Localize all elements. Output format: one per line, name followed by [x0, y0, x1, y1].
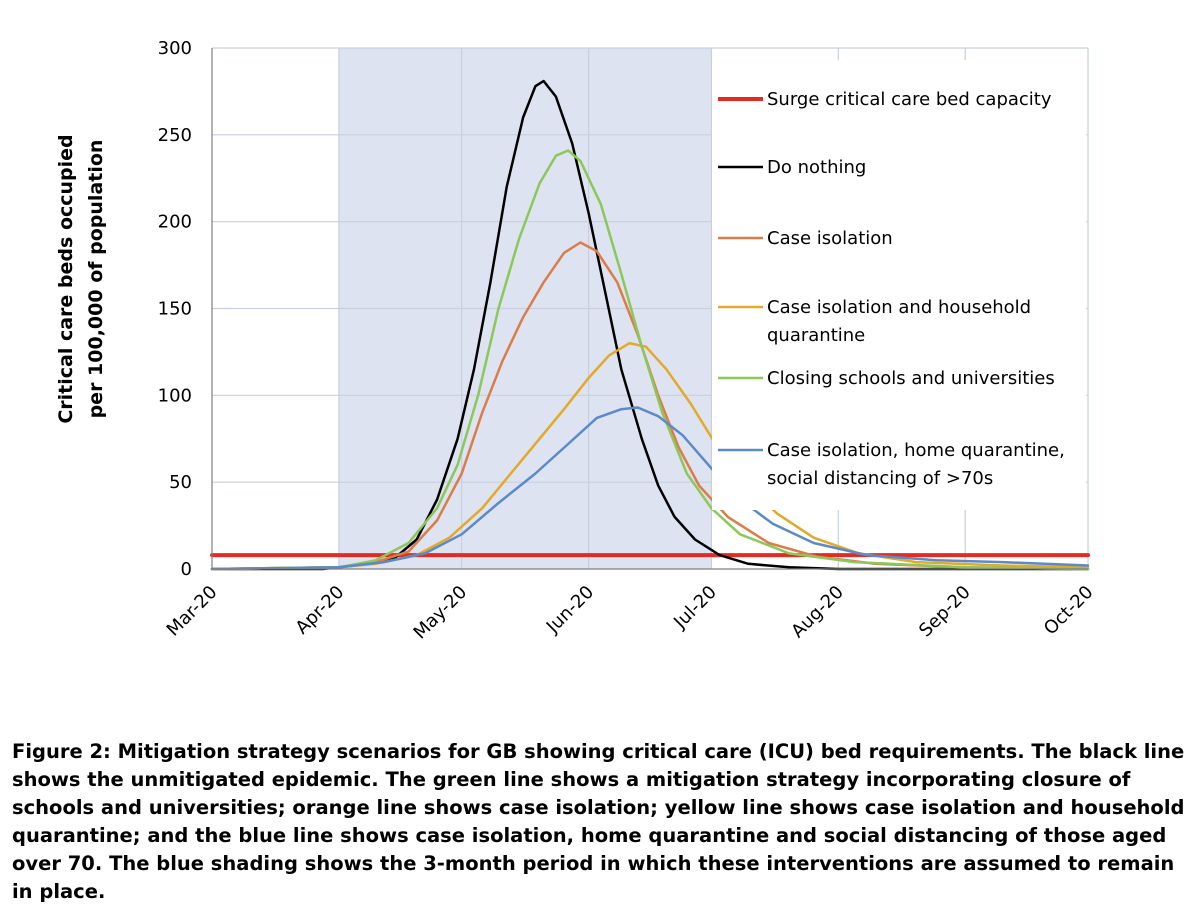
y-tick-label: 200	[158, 212, 192, 233]
series-line-6	[210, 406, 1090, 571]
y-tick-label: 50	[169, 472, 192, 493]
legend-label: quarantine	[767, 325, 865, 346]
y-axis-label: Critical care beds occupied per 100,000 …	[55, 134, 107, 423]
legend-label: Surge critical care bed capacity	[767, 89, 1052, 110]
x-tick-label: Sep-20	[915, 582, 975, 642]
legend: Surge critical care bed capacity Do nothi…	[712, 60, 1086, 510]
legend-label: Case isolation and household	[767, 297, 1031, 318]
series-lines	[210, 79, 1090, 571]
y-tick-label: 150	[158, 299, 192, 320]
series-line-2	[210, 79, 1090, 571]
x-tick-label: Aug-20	[787, 582, 847, 642]
y-axis-label-line2: per 100,000 of population	[85, 140, 107, 419]
series-line-4	[210, 341, 1090, 571]
x-tick-label: Jun-20	[542, 582, 598, 638]
series-line-3	[210, 241, 1090, 571]
icu-beds-chart: 0 50 100 150 200 250 300 Mar-20 Apr-20 May-20 Jun-…	[55, 38, 1098, 644]
legend-label: Closing schools and universities	[767, 368, 1055, 389]
x-tick-label: Apr-20	[292, 582, 349, 639]
x-tick-label: Oct-20	[1040, 582, 1098, 640]
x-tick-label: Mar-20	[163, 582, 222, 641]
legend-label: Do nothing	[767, 157, 866, 178]
figure-caption: Figure 2: Mitigation strategy scenarios …	[12, 738, 1192, 906]
series-line-5	[210, 149, 1090, 571]
legend-label: Case isolation, home quarantine,	[767, 440, 1065, 461]
y-tick-label: 250	[158, 125, 192, 146]
legend-label: Case isolation	[767, 228, 893, 249]
y-tick-label: 0	[181, 559, 192, 580]
x-tick-label: Jul-20	[669, 582, 721, 634]
x-tick-label: May-20	[410, 582, 472, 644]
legend-box	[712, 60, 1086, 510]
legend-label: social distancing of >70s	[767, 468, 993, 489]
y-tick-label: 100	[158, 385, 192, 406]
figure-caption-text: Figure 2: Mitigation strategy scenarios …	[12, 740, 1185, 903]
y-axis-label-line1: Critical care beds occupied	[55, 134, 77, 423]
y-tick-label: 300	[158, 38, 192, 59]
